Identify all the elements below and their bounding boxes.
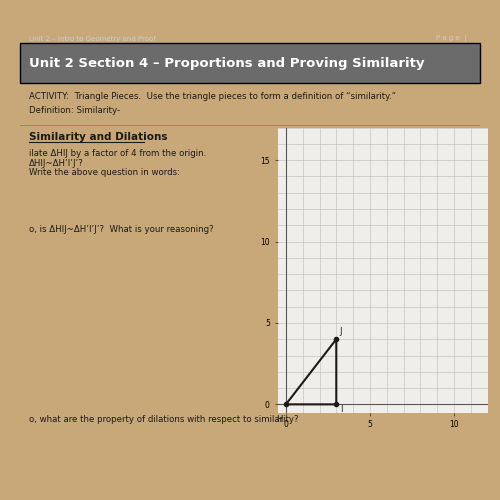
Text: Unit 2 – Intro to Geometry and Proof: Unit 2 – Intro to Geometry and Proof bbox=[29, 36, 156, 42]
FancyBboxPatch shape bbox=[20, 43, 480, 83]
Text: P a g e  |: P a g e | bbox=[436, 35, 466, 42]
Text: Similarity and Dilations: Similarity and Dilations bbox=[29, 132, 168, 142]
Text: H: H bbox=[276, 416, 282, 424]
Text: ΔHIJ~ΔH’I’J’?: ΔHIJ~ΔH’I’J’? bbox=[29, 158, 84, 168]
Text: Unit 2 Section 4 – Proportions and Proving Similarity: Unit 2 Section 4 – Proportions and Provi… bbox=[29, 57, 424, 70]
Text: ACTIVITY:  Triangle Pieces.  Use the triangle pieces to form a definition of “si: ACTIVITY: Triangle Pieces. Use the trian… bbox=[29, 92, 396, 101]
Text: Definition: Similarity-: Definition: Similarity- bbox=[29, 106, 120, 115]
Text: J: J bbox=[340, 328, 342, 336]
Text: I: I bbox=[340, 406, 342, 414]
Text: o, what are the property of dilations with respect to similarity?: o, what are the property of dilations wi… bbox=[29, 416, 298, 424]
Text: Write the above question in words:: Write the above question in words: bbox=[29, 168, 180, 177]
Text: ilate ΔHIJ by a factor of 4 from the origin.: ilate ΔHIJ by a factor of 4 from the ori… bbox=[29, 150, 206, 158]
Text: o, is ΔHIJ~ΔH’I’J’?  What is your reasoning?: o, is ΔHIJ~ΔH’I’J’? What is your reasoni… bbox=[29, 224, 214, 234]
